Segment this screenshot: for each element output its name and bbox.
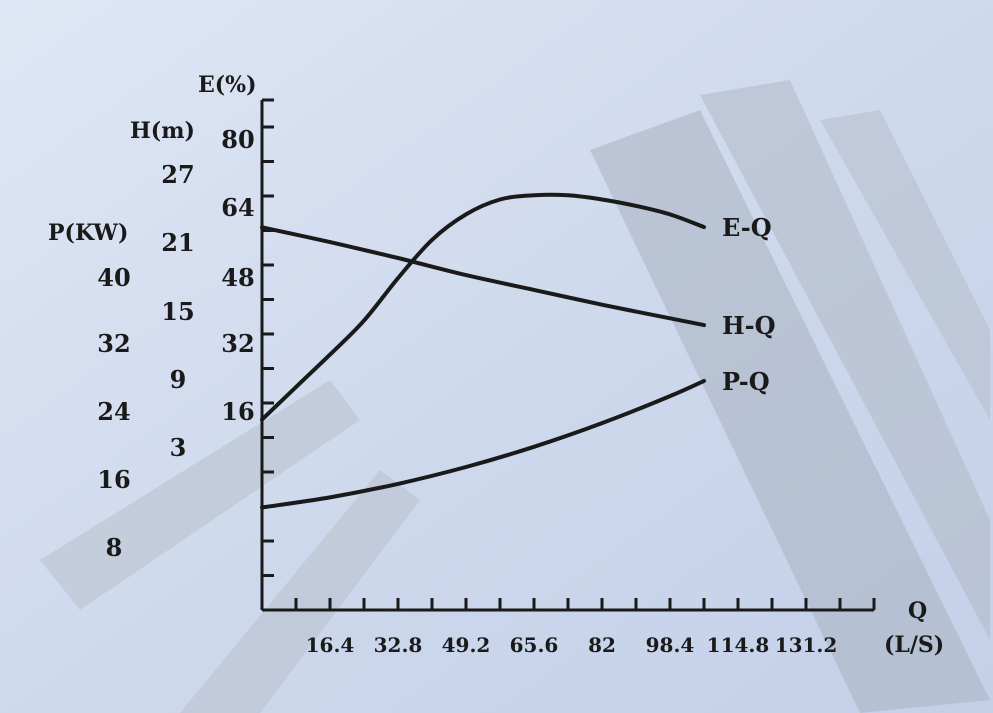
axes-layer xyxy=(260,98,876,612)
series-line-h-q xyxy=(260,225,706,328)
x-tick-label: 131.2 xyxy=(775,633,838,657)
e-tick-label: 48 xyxy=(221,263,254,292)
curves-layer xyxy=(260,192,706,510)
e-tick-label: 80 xyxy=(221,125,254,154)
x-axis-label: Q xyxy=(908,598,927,624)
e-axis-label: E(%) xyxy=(198,72,257,98)
p-axis-label: P(KW) xyxy=(48,220,128,246)
p-tick-label: 40 xyxy=(97,263,130,292)
x-tick-label: 16.4 xyxy=(306,633,355,657)
x-axis-unit: (L/S) xyxy=(884,632,944,658)
p-tick-label: 32 xyxy=(97,329,130,358)
e-tick-label: 16 xyxy=(221,397,254,426)
p-tick-label: 8 xyxy=(106,533,123,562)
series-line-p-q xyxy=(260,378,706,510)
h-tick-label: 9 xyxy=(170,365,187,394)
x-tick-label: 32.8 xyxy=(374,633,423,657)
e-tick-label: 32 xyxy=(221,329,254,358)
x-tick-label: 65.6 xyxy=(510,633,559,657)
series-label-h-q: H-Q xyxy=(722,311,776,340)
p-tick-label: 16 xyxy=(97,465,130,494)
x-tick-label: 82 xyxy=(588,633,616,657)
h-tick-label: 27 xyxy=(161,160,194,189)
x-tick-label: 114.8 xyxy=(707,633,770,657)
x-tick-label: 98.4 xyxy=(646,633,695,657)
h-tick-label: 3 xyxy=(170,433,187,462)
labels-layer: 16.4 32.8 49.2 65.6 82 98.4 114.8 131.2 Q (L/S) E(… xyxy=(48,72,944,658)
h-tick-label: 21 xyxy=(161,228,194,257)
p-tick-label: 24 xyxy=(97,397,130,426)
x-tick-label: 49.2 xyxy=(442,633,491,657)
h-tick-label: 15 xyxy=(161,297,194,326)
series-line-e-q xyxy=(260,192,706,422)
series-label-e-q: E-Q xyxy=(722,213,772,242)
e-tick-label: 64 xyxy=(221,193,254,222)
watermark xyxy=(40,80,990,713)
h-axis-label: H(m) xyxy=(130,118,195,144)
series-label-p-q: P-Q xyxy=(722,367,770,396)
